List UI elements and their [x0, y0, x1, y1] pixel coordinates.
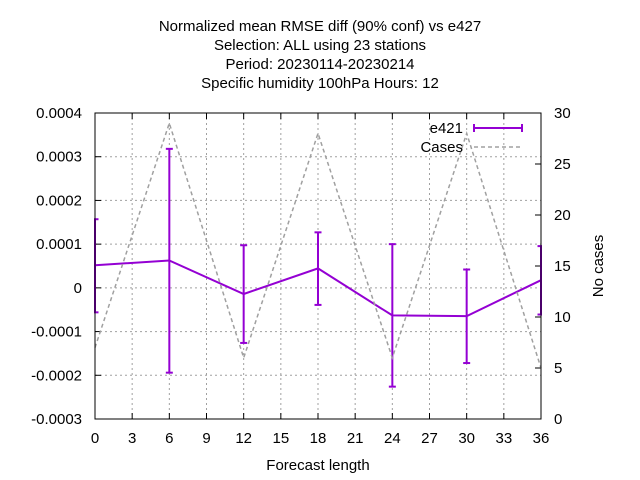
- errorbar: [165, 147, 173, 374]
- y2-axis-label: No cases: [590, 235, 607, 298]
- series-layer: [94, 120, 542, 388]
- y-tick-label: -0.0002: [31, 367, 82, 384]
- y-tick-label: -0.0003: [31, 411, 82, 428]
- errorbar: [463, 268, 471, 365]
- x-axis-label: Forecast length: [266, 457, 369, 474]
- y2-tick-label: 20: [554, 207, 571, 224]
- x-tick-label: 30: [458, 430, 475, 447]
- x-tick-label: 18: [310, 430, 327, 447]
- x-tick-label: 12: [235, 430, 252, 447]
- x-tick-label: 21: [347, 430, 364, 447]
- plot-frame: [94, 112, 542, 420]
- chart-title-line-2: Selection: ALL using 23 stations: [213, 37, 427, 54]
- y2-tick-label: 25: [554, 156, 571, 173]
- errorbar: [314, 231, 322, 306]
- x-tick-label: 9: [202, 430, 210, 447]
- x-tick-label: 6: [165, 430, 173, 447]
- x-axis-ticks: 0 3 6 9 12 15 18 21 24 27 30 33 36: [91, 113, 550, 447]
- series-line-cases: [94, 120, 542, 369]
- chart-title-line-4: Specific humidity 100hPa Hours: 12: [201, 75, 439, 92]
- y-tick-label: 0.0004: [36, 105, 82, 122]
- y-tick-label: 0.0002: [36, 192, 82, 209]
- chart-title-line-1: Normalized mean RMSE diff (90% conf) vs …: [158, 18, 482, 35]
- errorbar: [240, 244, 248, 344]
- y2-tick-label: 10: [554, 309, 571, 326]
- x-tick-label: 3: [128, 430, 136, 447]
- x-tick-label: 15: [272, 430, 289, 447]
- y2-tick-label: 15: [554, 258, 571, 275]
- x-tick-label: 27: [421, 430, 438, 447]
- y2-axis-ticks: 0 5 10 15 20 25 30: [535, 105, 571, 428]
- y2-tick-label: 5: [554, 360, 562, 377]
- errorbar: [388, 243, 396, 388]
- x-tick-label: 0: [91, 430, 99, 447]
- y2-tick-label: 30: [554, 105, 571, 122]
- y2-tick-label: 0: [554, 411, 562, 428]
- legend-label: Cases: [420, 139, 463, 156]
- y-tick-label: 0.0001: [36, 236, 82, 253]
- x-tick-label: 24: [384, 430, 401, 447]
- y-axis-ticks: -0.0003 -0.0002 -0.0001 0 0.0001 0.0002 0.0003…: [31, 105, 101, 428]
- y-tick-label: 0.0003: [36, 149, 82, 166]
- y-tick-label: -0.0001: [31, 324, 82, 341]
- x-tick-label: 36: [533, 430, 550, 447]
- chart-title-line-3: Period: 20230114-20230214: [225, 56, 415, 73]
- y-tick-label: 0: [74, 280, 82, 297]
- legend: e421 Cases: [420, 120, 523, 156]
- x-tick-label: 33: [495, 430, 512, 447]
- legend-label: e421: [430, 120, 463, 137]
